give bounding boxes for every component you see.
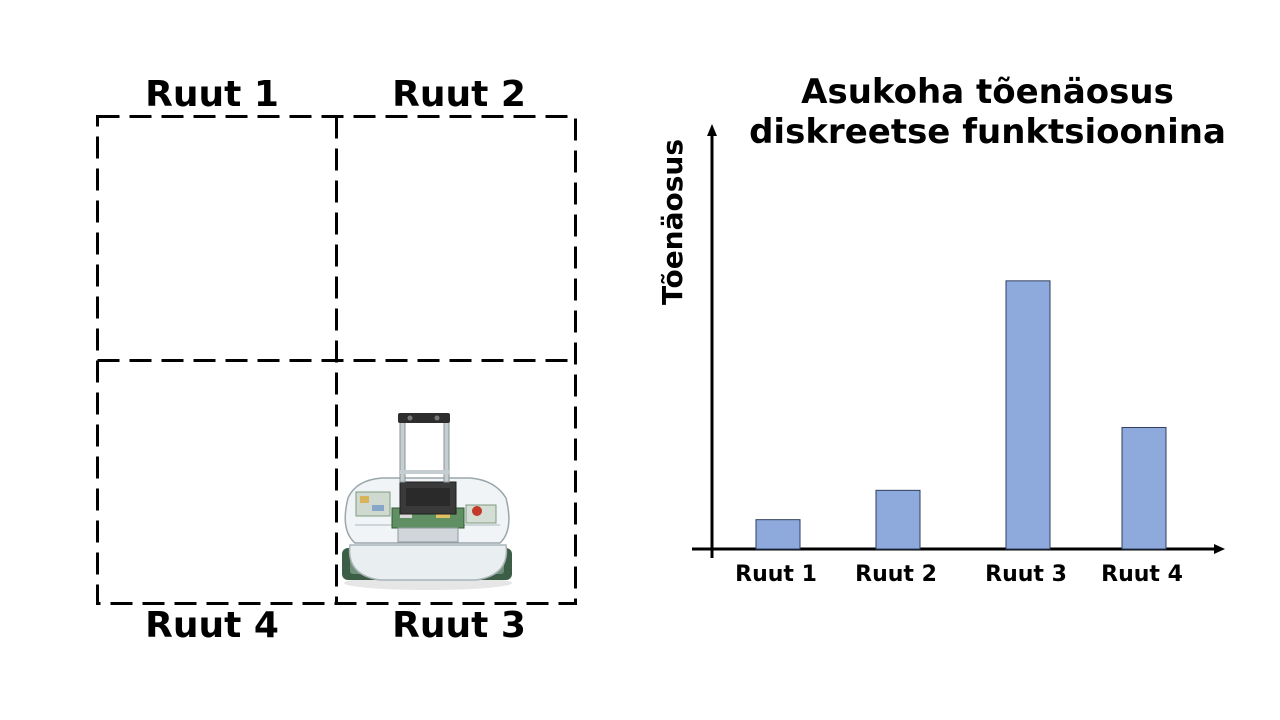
robot-icon (342, 413, 512, 590)
y-axis (707, 124, 717, 558)
cell-label-ruut-2: Ruut 2 (392, 74, 526, 115)
x-tick-label-ruut-2: Ruut 2 (855, 562, 937, 587)
x-tick-label-ruut-1: Ruut 1 (735, 562, 817, 587)
bar-ruut-1 (755, 519, 801, 550)
bar-ruut-3 (1005, 280, 1051, 550)
grid-lines (96, 115, 577, 605)
x-tick-labels: Ruut 1 Ruut 2 Ruut 3 Ruut 4 (735, 562, 1183, 587)
cell-label-ruut-3: Ruut 3 (392, 605, 526, 646)
bar-ruut-4 (1121, 426, 1167, 550)
bar-ruut-2 (875, 489, 921, 550)
cell-label-ruut-4: Ruut 4 (145, 605, 279, 646)
x-tick-label-ruut-4: Ruut 4 (1101, 562, 1183, 587)
bars-group (755, 280, 1167, 550)
grid-diagram (96, 115, 577, 605)
cell-label-ruut-1: Ruut 1 (145, 74, 279, 115)
chart-title: Asukoha tõenäosus diskreetse funktsiooni… (749, 72, 1226, 152)
x-tick-label-ruut-3: Ruut 3 (985, 562, 1067, 587)
